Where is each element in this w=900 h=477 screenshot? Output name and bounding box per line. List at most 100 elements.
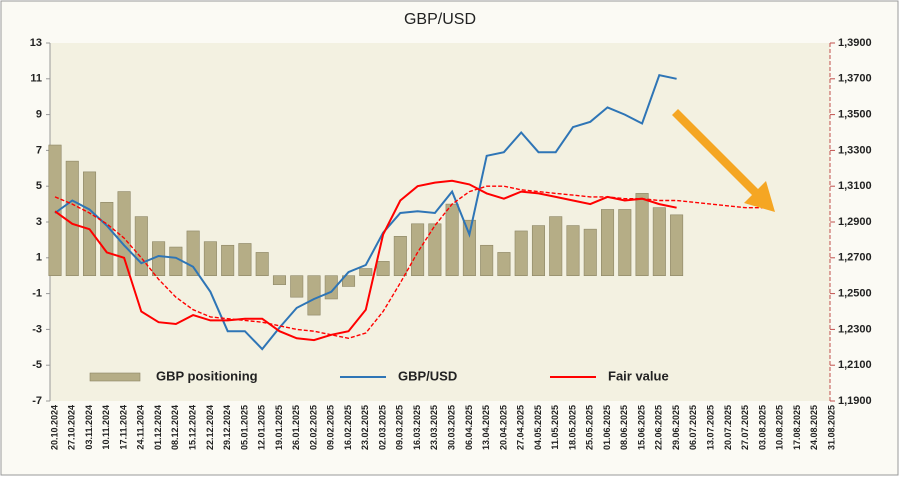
bar <box>186 230 200 276</box>
y2-tick-label: 1,3100 <box>838 180 872 192</box>
y2-tick-label: 1,2500 <box>838 288 872 300</box>
x-tick-label: 10.11.2024 <box>101 405 111 450</box>
bar <box>462 219 476 277</box>
bar <box>601 209 615 277</box>
x-tick-label: 04.05.2025 <box>533 405 543 450</box>
bar <box>65 160 79 276</box>
x-tick-label: 01.06.2025 <box>602 405 612 450</box>
x-tick-label: 01.12.2024 <box>153 405 163 450</box>
bar <box>514 230 528 276</box>
y-tick-label: 3 <box>36 216 42 228</box>
x-tick-label: 12.01.2025 <box>257 405 267 450</box>
y2-tick-label: 1,3900 <box>838 37 872 49</box>
bar <box>497 252 511 276</box>
bar <box>480 244 494 277</box>
x-tick-label: 27.10.2024 <box>67 405 77 450</box>
bar <box>221 244 235 277</box>
x-tick-label: 03.11.2024 <box>84 405 94 450</box>
x-tick-label: 29.12.2024 <box>222 405 232 450</box>
bar <box>307 275 321 316</box>
x-tick-label: 17.08.2025 <box>792 405 802 450</box>
bar <box>428 223 442 276</box>
x-tick-label: 09.03.2025 <box>395 405 405 450</box>
legend-label: Fair value <box>608 368 669 383</box>
x-tick-label: 30.03.2025 <box>447 405 457 450</box>
y-tick-label: -3 <box>32 323 42 335</box>
line <box>54 179 677 342</box>
x-tick-label: 10.08.2025 <box>775 405 785 450</box>
x-tick-label: 06.04.2025 <box>464 405 474 450</box>
x-tick-label: 15.06.2025 <box>636 405 646 450</box>
bar <box>134 216 148 277</box>
x-tick-label: 22.06.2025 <box>654 405 664 450</box>
x-tick-label: 22.12.2024 <box>205 405 215 450</box>
x-tick-label: 26.01.2025 <box>291 405 301 450</box>
bar <box>583 228 597 277</box>
x-tick-label: 20.04.2025 <box>498 405 508 450</box>
y-tick-label: 1 <box>36 252 42 264</box>
x-tick-label: 05.01.2025 <box>239 405 249 450</box>
bar <box>169 246 183 276</box>
chart-title: GBP/USD <box>404 11 476 28</box>
y2-tick-label: 1,2900 <box>838 216 872 228</box>
x-tick-label: 27.07.2025 <box>740 405 750 450</box>
x-tick-label: 19.01.2025 <box>274 405 284 450</box>
y2-tick-label: 1,3700 <box>838 73 872 85</box>
x-tick-label: 24.11.2024 <box>136 405 146 450</box>
bar <box>100 202 114 276</box>
bar <box>342 275 356 287</box>
x-tick-label: 16.02.2025 <box>343 405 353 450</box>
y-tick-label: 9 <box>36 109 42 121</box>
bar <box>393 236 407 277</box>
x-tick-label: 18.05.2025 <box>567 405 577 450</box>
x-tick-label: 08.06.2025 <box>619 405 629 450</box>
bar <box>549 216 563 277</box>
x-tick-label: 23.02.2025 <box>360 405 370 450</box>
y-tick-label: 5 <box>36 180 42 192</box>
bar <box>566 225 580 277</box>
bar <box>203 241 217 277</box>
y-tick-label: 11 <box>30 73 42 85</box>
x-tick-label: 15.12.2024 <box>188 405 198 450</box>
line <box>54 74 677 351</box>
y-tick-label: 13 <box>30 37 42 49</box>
x-tick-label: 25.05.2025 <box>585 405 595 450</box>
x-tick-label: 13.07.2025 <box>706 405 716 450</box>
bar <box>618 209 632 277</box>
bar <box>255 252 269 276</box>
x-tick-label: 03.08.2025 <box>757 405 767 450</box>
x-tick-label: 09.02.2025 <box>326 405 336 450</box>
x-tick-label: 31.08.2025 <box>826 405 836 450</box>
bar <box>290 275 304 298</box>
bar <box>359 268 373 277</box>
bar <box>411 223 425 276</box>
y2-tick-label: 1,2300 <box>838 323 872 335</box>
trend-arrow <box>672 109 775 212</box>
legend-swatch <box>89 372 141 382</box>
y2-tick-label: 1,2100 <box>838 359 872 371</box>
bar <box>48 144 62 276</box>
x-tick-label: 29.06.2025 <box>671 405 681 450</box>
bar <box>670 214 684 276</box>
y-tick-label: -7 <box>32 395 42 407</box>
bar <box>376 261 390 277</box>
legend-label: GBP/USD <box>398 368 457 383</box>
x-tick-label: 11.05.2025 <box>550 405 560 450</box>
y-tick-label: -5 <box>32 359 42 371</box>
y-tick-label: -1 <box>32 288 42 300</box>
x-tick-label: 17.11.2024 <box>118 405 128 450</box>
y-tick-label: 7 <box>36 144 42 156</box>
x-tick-label: 16.03.2025 <box>412 405 422 450</box>
x-tick-label: 27.04.2025 <box>516 405 526 450</box>
x-tick-label: 24.08.2025 <box>809 405 819 450</box>
y2-tick-label: 1,2700 <box>838 252 872 264</box>
trend-line <box>54 185 763 340</box>
x-tick-label: 08.12.2024 <box>170 405 180 450</box>
bar <box>83 171 97 277</box>
x-tick-label: 20.10.2024 <box>49 405 59 450</box>
bar <box>652 207 666 276</box>
y2-tick-label: 1,3300 <box>838 144 872 156</box>
y2-tick-label: 1,1900 <box>838 395 872 407</box>
x-tick-label: 20.07.2025 <box>723 405 733 450</box>
